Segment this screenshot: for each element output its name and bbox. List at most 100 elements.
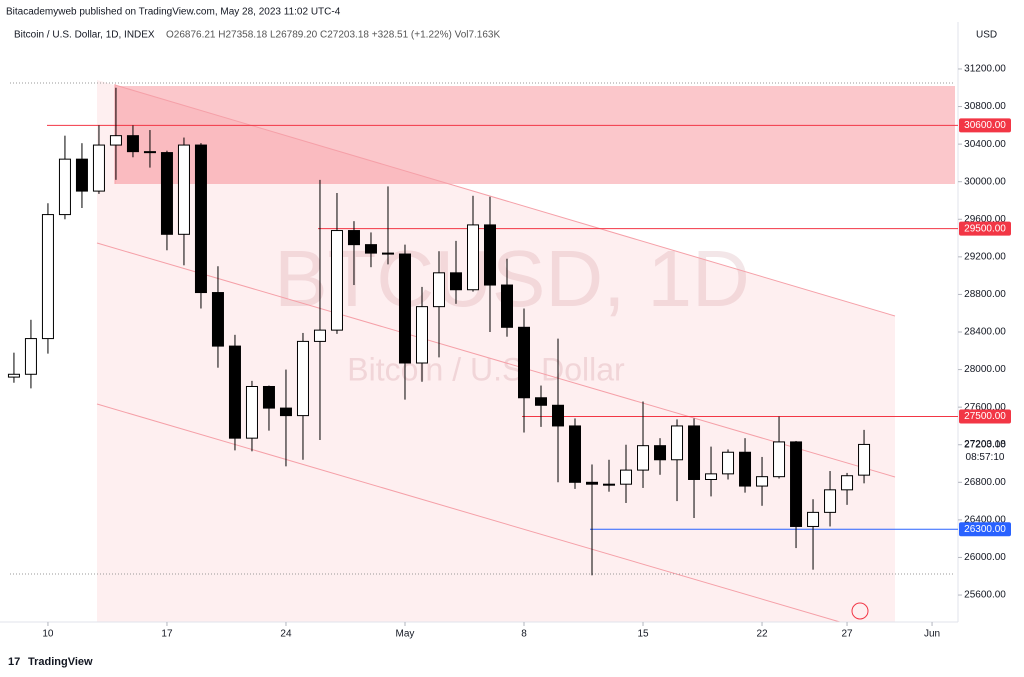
y-tick-label: 28800.00	[964, 289, 1006, 300]
candle-body	[824, 489, 837, 513]
candle-body	[739, 451, 752, 487]
candle-body	[483, 224, 496, 286]
candle-body	[466, 224, 479, 291]
level-label: 26300.00	[964, 524, 1006, 535]
level-label: 27500.00	[964, 411, 1006, 422]
candle-body	[790, 441, 803, 527]
y-tick-label: 30400.00	[964, 139, 1006, 150]
candle-body	[500, 284, 513, 328]
candle-body	[126, 135, 139, 153]
candle-body	[637, 445, 650, 471]
footer-logo: 17	[8, 656, 20, 668]
candle-body	[586, 481, 599, 485]
y-tick-label: 27200.00	[964, 439, 1006, 450]
candle-body	[75, 158, 88, 192]
x-tick-label: Jun	[924, 629, 940, 640]
candle-body	[603, 483, 616, 486]
candle-body	[279, 407, 292, 417]
candle-body	[654, 445, 667, 461]
x-tick-label: 27	[841, 629, 853, 640]
level-badge	[959, 522, 1011, 537]
candle-body	[432, 272, 445, 308]
candle-body	[7, 373, 20, 378]
level-badge	[959, 409, 1011, 424]
y-tick-label: 31200.00	[964, 64, 1006, 75]
candle-body	[671, 425, 684, 461]
x-tick-label: 24	[280, 629, 292, 640]
candle-body	[24, 338, 37, 375]
candle-body	[807, 511, 820, 527]
candle-body	[330, 230, 343, 331]
candle-body	[245, 385, 258, 439]
y-tick-label: 29600.00	[964, 214, 1006, 225]
candle-body	[722, 451, 735, 475]
candle-body	[41, 214, 54, 340]
candle-body	[858, 443, 871, 476]
level-badge	[959, 221, 1011, 236]
x-tick-label: May	[396, 629, 415, 640]
x-tick-label: 15	[637, 629, 649, 640]
candle-body	[415, 306, 428, 364]
candle-body	[569, 425, 582, 483]
x-tick-label: 10	[42, 629, 54, 640]
y-tick-label: 28000.00	[964, 364, 1006, 375]
y-tick-label: 27600.00	[964, 402, 1006, 413]
candle-body	[92, 144, 105, 192]
last-price: 27203.18	[964, 439, 1006, 450]
candle-body	[211, 292, 224, 347]
candle-body	[347, 230, 360, 246]
y-tick-label: 30000.00	[964, 176, 1006, 187]
candle-body	[773, 441, 786, 478]
level-label: 29500.00	[964, 223, 1006, 234]
candle-body	[381, 252, 394, 255]
ohlc-legend: O26876.21 H27358.18 L26789.20 C27203.18 …	[166, 30, 500, 41]
alert-icon[interactable]	[851, 602, 869, 620]
candle-body	[296, 340, 309, 417]
candle-body	[756, 476, 769, 487]
candle-body	[228, 345, 241, 439]
y-tick-label: 26000.00	[964, 552, 1006, 563]
candle-body	[688, 425, 701, 480]
candle-body	[535, 397, 548, 406]
channel-fill	[97, 80, 895, 622]
symbol-title: Bitcoin / U.S. Dollar, 1D, INDEX	[14, 30, 155, 41]
x-tick-label: 8	[521, 629, 527, 640]
zone	[115, 86, 955, 184]
candle-body	[364, 244, 377, 254]
candle-body	[398, 253, 411, 364]
candle-body	[620, 469, 633, 485]
y-tick-label: 26400.00	[964, 515, 1006, 526]
currency: USD	[976, 30, 997, 41]
candle-body	[841, 475, 854, 491]
candle-body	[160, 152, 173, 235]
publisher: Bitacademyweb published on TradingView.c…	[6, 7, 341, 18]
candle-body	[313, 329, 326, 342]
y-tick-label: 30800.00	[964, 101, 1006, 112]
x-tick-label: 17	[161, 629, 173, 640]
candle-body	[58, 158, 71, 216]
y-tick-label: 28400.00	[964, 327, 1006, 338]
channel-bottom	[96, 403, 841, 623]
candle-body	[449, 272, 462, 291]
footer-brand: TradingView	[28, 656, 93, 668]
candle-body	[109, 135, 122, 146]
candle-body	[194, 144, 207, 294]
y-tick-label: 25600.00	[964, 590, 1006, 601]
level-label: 30600.00	[964, 120, 1006, 131]
level-badge	[959, 118, 1011, 133]
y-tick-label: 26800.00	[964, 477, 1006, 488]
channel-top	[114, 84, 896, 317]
candle-body	[518, 326, 531, 399]
channel-mid	[96, 242, 896, 478]
candle-body	[705, 473, 718, 480]
countdown: 08:57:10	[966, 452, 1005, 463]
candle-body	[143, 151, 156, 154]
candle-body	[552, 404, 565, 427]
y-tick-label: 29200.00	[964, 251, 1006, 262]
x-tick-label: 22	[756, 629, 768, 640]
candle-body	[262, 385, 275, 409]
candle-body	[177, 144, 190, 235]
